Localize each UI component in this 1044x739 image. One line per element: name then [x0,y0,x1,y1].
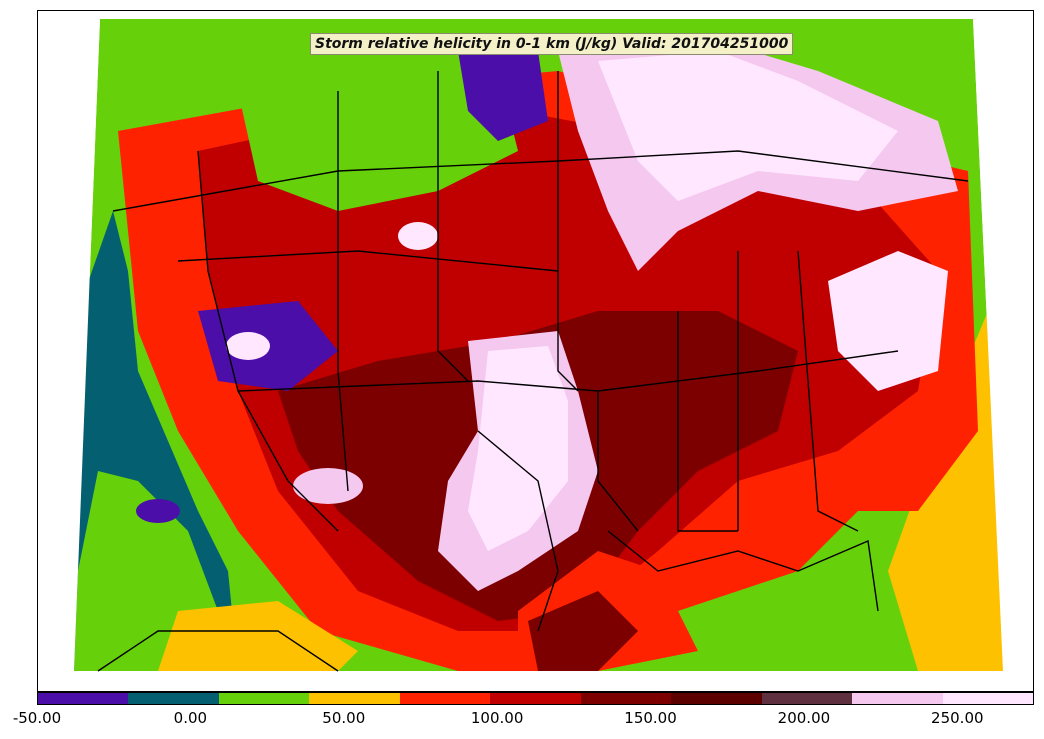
southwest-pink [293,468,363,504]
outside-domain-left [38,11,100,691]
colorbar-segment [580,693,672,704]
colorbar-segment [490,693,581,704]
helicity-map [38,11,1033,691]
south-yellow [158,601,358,671]
colorbar-segment [38,693,129,704]
colorbar-segment [218,693,310,704]
colorbar-segment [399,693,491,704]
colorbar-tick-label: -50.00 [12,709,62,727]
colorbar-tick-label: 250.00 [931,709,984,727]
colorbar-tick-label: 100.00 [470,709,524,727]
colorbar-tick-label: 0.00 [173,709,208,727]
colorbar-tick-label: 200.00 [777,709,831,727]
map-frame: Storm relative helicity in 0-1 km (J/kg)… [37,10,1034,692]
great-lakes-peak [598,51,898,201]
political-boundaries [97,71,969,672]
colorbar-segment [128,693,219,704]
great-basin-white [226,332,270,360]
outside-domain-right [973,11,1033,691]
colorbar-tick-label: 150.00 [624,709,677,727]
colorbar-segment [309,693,400,704]
northern-plains-purple [458,51,548,141]
ohio-valley-max [828,251,948,391]
colorbar [37,692,1034,705]
map-title: Storm relative helicity in 0-1 km (J/kg)… [310,33,794,55]
colorbar-segment [852,693,943,704]
southern-plains-peak [468,346,568,551]
colorbar-segment [761,693,853,704]
colorbar-tick-label: 50.00 [322,709,366,727]
purple-patch-pacific [136,499,180,523]
rockies-white [398,222,438,250]
colorbar-segment [671,693,762,704]
colorbar-segment [942,693,1033,704]
gulf-maroon [528,591,638,671]
